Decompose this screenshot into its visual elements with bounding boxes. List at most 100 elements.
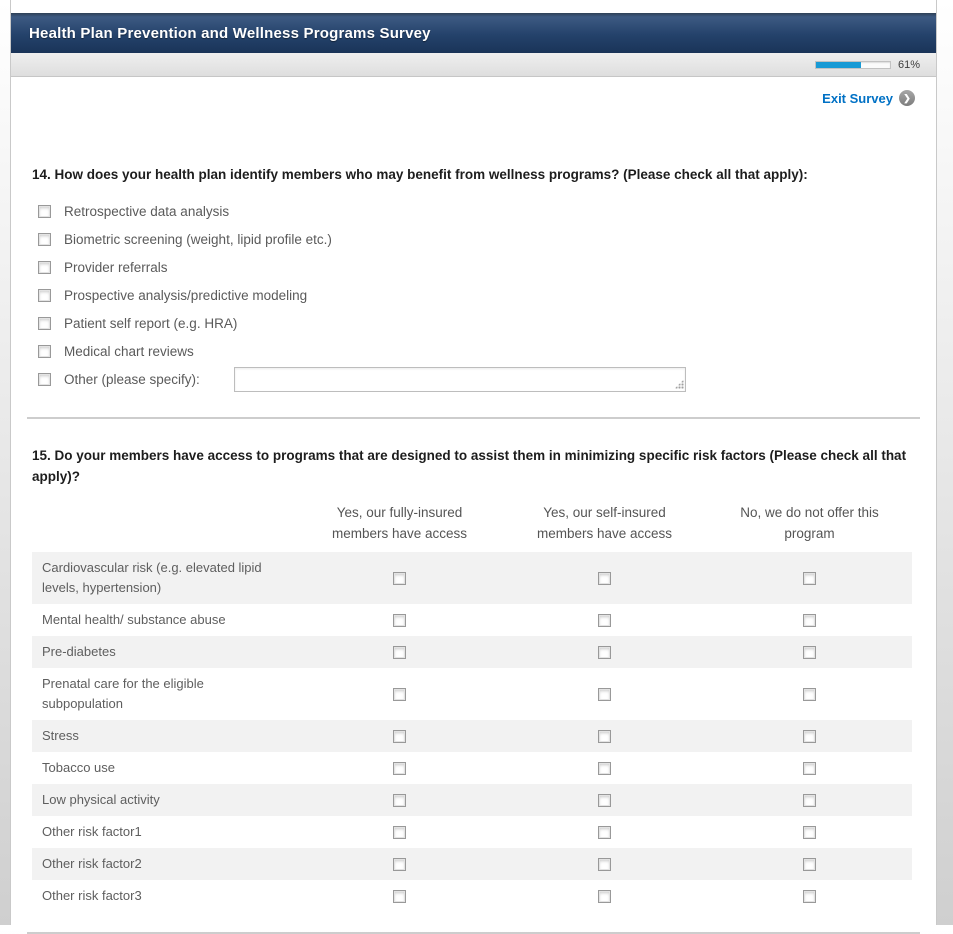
question-14-other-option: Other (please specify): [32, 365, 915, 393]
checkbox[interactable] [598, 889, 611, 903]
checkbox[interactable] [598, 613, 611, 627]
matrix-cell-col2 [502, 880, 707, 912]
q14-option: Retrospective data analysis [32, 197, 915, 225]
matrix-rows: Cardiovascular risk (e.g. elevated lipid… [32, 552, 912, 912]
matrix-cell-col3 [707, 848, 912, 880]
column-header-no-program: No, we do not offer this program [740, 505, 879, 541]
checkbox[interactable] [803, 687, 816, 701]
row-label: Mental health/ substance abuse [42, 612, 226, 627]
matrix-row: Other risk factor1 [32, 816, 912, 848]
exit-survey-link[interactable]: Exit Survey [822, 90, 893, 106]
row-label: Stress [42, 728, 79, 743]
matrix-header-row: Yes, our fully-insured members have acce… [32, 497, 912, 552]
matrix-cell-col3 [707, 552, 912, 604]
checkbox[interactable] [38, 260, 51, 274]
checkbox[interactable] [803, 645, 816, 659]
matrix-cell-col2 [502, 636, 707, 668]
option-label: Patient self report (e.g. HRA) [64, 315, 238, 331]
checkbox[interactable] [598, 571, 611, 585]
exit-survey-row: Exit Survey ❯ [32, 77, 915, 106]
survey-titlebar: Health Plan Prevention and Wellness Prog… [11, 13, 936, 53]
matrix-cell-col3 [707, 668, 912, 720]
checkbox[interactable] [598, 857, 611, 871]
matrix-cell-col3 [707, 784, 912, 816]
survey-page: Health Plan Prevention and Wellness Prog… [10, 0, 937, 934]
checkbox[interactable] [803, 729, 816, 743]
question-14: 14. How does your health plan identify m… [32, 164, 915, 393]
row-label: Cardiovascular risk (e.g. elevated lipid… [42, 560, 262, 595]
checkbox[interactable] [598, 825, 611, 839]
matrix-cell-col3 [707, 752, 912, 784]
checkbox[interactable] [393, 613, 406, 627]
checkbox[interactable] [598, 729, 611, 743]
checkbox[interactable] [393, 729, 406, 743]
progress-fill [815, 61, 862, 68]
progress-bar [814, 60, 891, 69]
matrix-cell-col3 [707, 720, 912, 752]
progress-strip: 61% [11, 53, 936, 77]
q14-option: Biometric screening (weight, lipid profi… [32, 225, 915, 253]
checkbox[interactable] [38, 288, 51, 302]
checkbox[interactable] [393, 645, 406, 659]
checkbox[interactable] [393, 761, 406, 775]
row-label-column-spacer [32, 497, 297, 552]
checkbox[interactable] [803, 825, 816, 839]
checkbox[interactable] [393, 571, 406, 585]
checkbox[interactable] [38, 344, 51, 358]
matrix-row: Cardiovascular risk (e.g. elevated lipid… [32, 552, 912, 604]
checkbox[interactable] [803, 857, 816, 871]
checkbox[interactable] [598, 687, 611, 701]
row-label: Other risk factor2 [42, 856, 142, 871]
checkbox[interactable] [803, 793, 816, 807]
question-14-options: Retrospective data analysis Biometric scr… [32, 197, 915, 365]
checkbox[interactable] [803, 613, 816, 627]
row-label: Other risk factor1 [42, 824, 142, 839]
option-label: Medical chart reviews [64, 343, 194, 359]
q14-option: Patient self report (e.g. HRA) [32, 309, 915, 337]
checkbox[interactable] [598, 793, 611, 807]
checkbox[interactable] [393, 793, 406, 807]
matrix-cell-col1 [297, 668, 502, 720]
matrix-cell-col2 [502, 552, 707, 604]
matrix-cell-col3 [707, 604, 912, 636]
top-spacer [11, 0, 936, 13]
checkbox[interactable] [38, 316, 51, 330]
other-specify-input[interactable] [233, 366, 686, 392]
matrix-cell-col3 [707, 880, 912, 912]
row-label: Tobacco use [42, 760, 115, 775]
checkbox[interactable] [38, 204, 51, 218]
column-header-self-insured: Yes, our self-insured members have acces… [536, 505, 673, 541]
matrix-cell-col3 [707, 816, 912, 848]
column-header-fully-insured: Yes, our fully-insured members have acce… [331, 505, 468, 541]
checkbox[interactable] [393, 687, 406, 701]
checkbox-other[interactable] [38, 372, 51, 386]
q14-option: Prospective analysis/predictive modeling [32, 281, 915, 309]
progress-percent-label: 61% [897, 58, 920, 71]
option-label: Retrospective data analysis [64, 203, 230, 219]
checkbox[interactable] [598, 761, 611, 775]
matrix-cell-col1 [297, 636, 502, 668]
matrix-row: Other risk factor3 [32, 880, 912, 912]
matrix-row: Pre-diabetes [32, 636, 912, 668]
option-label: Biometric screening (weight, lipid profi… [64, 231, 332, 247]
row-label: Pre-diabetes [42, 644, 116, 659]
checkbox[interactable] [393, 825, 406, 839]
matrix-cell-col2 [502, 668, 707, 720]
row-label: Prenatal care for the eligible subpopula… [42, 676, 204, 711]
question-15-matrix: Yes, our fully-insured members have acce… [32, 497, 912, 912]
checkbox[interactable] [393, 857, 406, 871]
option-label: Provider referrals [64, 259, 168, 275]
checkbox[interactable] [803, 761, 816, 775]
matrix-cell-col3 [707, 636, 912, 668]
checkbox[interactable] [393, 889, 406, 903]
matrix-row: Prenatal care for the eligible subpopula… [32, 668, 912, 720]
matrix-cell-col1 [297, 848, 502, 880]
question-15: 15. Do your members have access to progr… [32, 445, 915, 912]
checkbox[interactable] [38, 232, 51, 246]
other-option-label: Other (please specify): [64, 371, 200, 387]
exit-survey-arrow-icon[interactable]: ❯ [899, 90, 915, 106]
checkbox[interactable] [598, 645, 611, 659]
row-label: Low physical activity [42, 792, 160, 807]
checkbox[interactable] [803, 889, 816, 903]
checkbox[interactable] [803, 571, 816, 585]
